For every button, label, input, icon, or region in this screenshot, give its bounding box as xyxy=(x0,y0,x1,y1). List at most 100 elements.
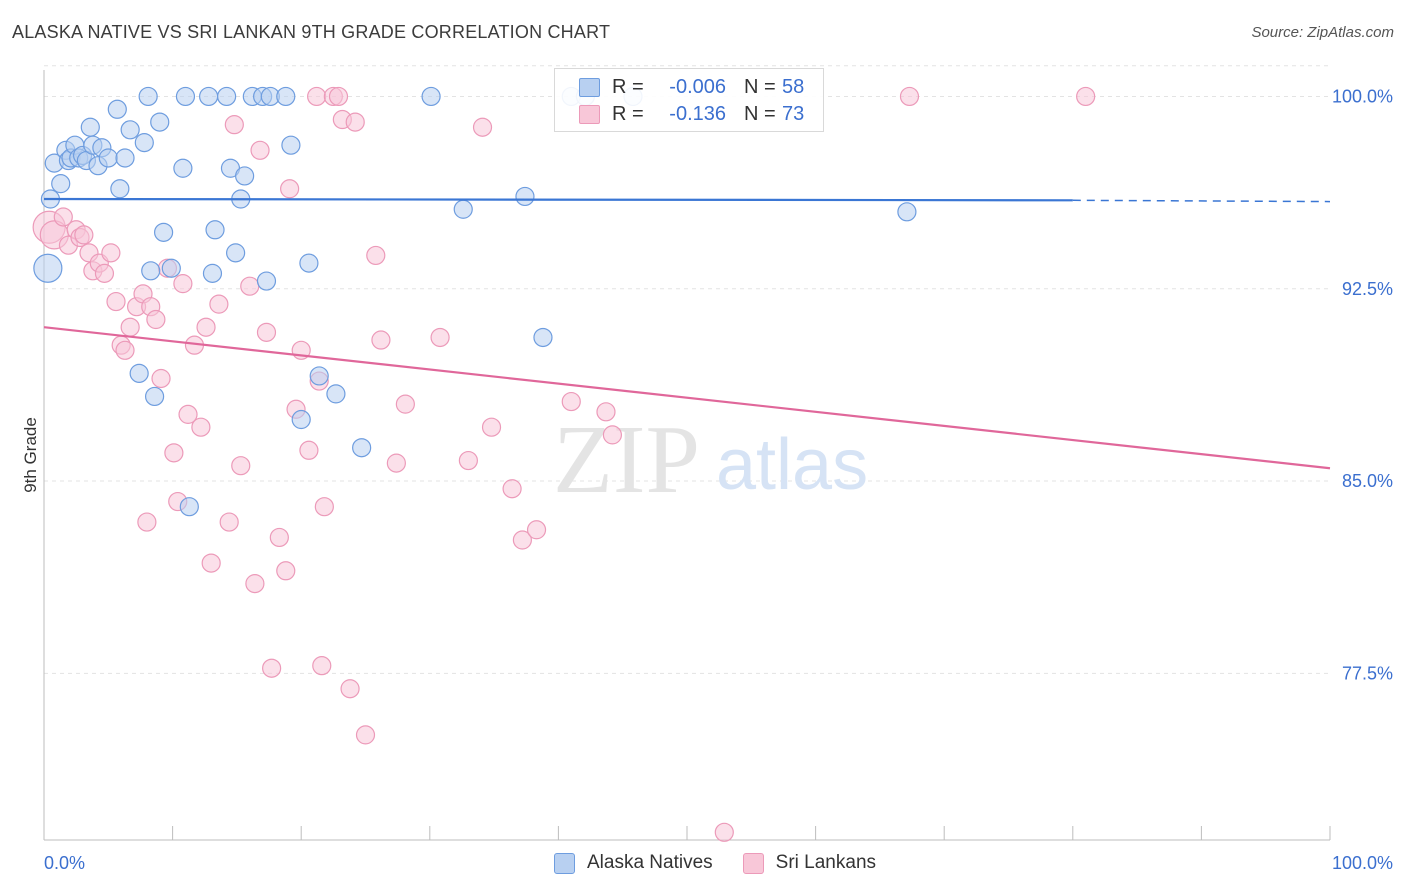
legend-r-label: R = xyxy=(612,75,644,98)
data-point-sri-lankans xyxy=(94,263,115,283)
data-point-sri-lankans xyxy=(328,86,349,107)
watermark: ZIP atlas xyxy=(553,406,868,514)
data-point-alaska-natives xyxy=(352,438,372,458)
data-point-alaska-natives xyxy=(161,258,181,278)
data-point-alaska-natives xyxy=(309,366,329,386)
data-point-alaska-natives xyxy=(175,86,196,107)
data-point-alaska-natives xyxy=(115,148,135,168)
data-point-sri-lankans xyxy=(366,245,386,266)
trend-line-alaska-natives xyxy=(43,197,1073,202)
data-point-sri-lankans xyxy=(196,317,216,337)
grid xyxy=(44,65,1330,674)
data-point-alaska-natives xyxy=(205,220,225,240)
data-point-sri-lankans xyxy=(714,822,734,842)
x-tick-label: 100.0% xyxy=(1332,853,1393,873)
data-point-sri-lankans xyxy=(307,86,327,107)
legend-r-value: -0.006 xyxy=(669,75,726,98)
y-tick-label: 100.0% xyxy=(1332,86,1393,106)
data-point-sri-lankans xyxy=(164,443,184,463)
legend-item-sri-lankans[interactable]: Sri Lankans xyxy=(742,852,876,874)
data-point-sri-lankans xyxy=(245,574,265,594)
legend-n-value: 58 xyxy=(782,75,805,98)
y-tick-label: 85.0% xyxy=(1342,471,1393,491)
data-point-sri-lankans xyxy=(602,425,623,445)
tick-labels: 100.0% 92.5% 85.0% 77.5% 0.0% 100.0% xyxy=(44,86,1393,873)
legend-n-value: 73 xyxy=(782,102,805,125)
data-point-sri-lankans xyxy=(224,115,244,135)
data-point-alaska-natives xyxy=(291,409,311,430)
legend-n-label: N = xyxy=(744,102,776,125)
data-point-sri-lankans xyxy=(137,512,157,532)
data-point-sri-lankans xyxy=(269,527,289,548)
legend-swatch-blue xyxy=(579,77,600,97)
data-point-sri-lankans xyxy=(430,327,450,348)
data-point-sri-lankans xyxy=(314,497,334,517)
data-point-sri-lankans xyxy=(596,402,616,422)
y-tick-label: 77.5% xyxy=(1342,663,1393,683)
data-point-alaska-natives xyxy=(134,133,154,153)
data-point-sri-lankans xyxy=(115,340,135,360)
data-point-alaska-natives xyxy=(276,86,296,107)
data-point-alaska-natives xyxy=(80,117,100,137)
data-point-sri-lankans xyxy=(191,417,211,437)
legend-item-alaska-natives[interactable]: Alaska Natives xyxy=(554,852,713,874)
data-point-alaska-natives xyxy=(533,327,553,348)
stats-legend: R = -0.006 N = 58 R = -0.136 N = 73 xyxy=(554,68,824,132)
data-point-alaska-natives xyxy=(299,253,319,273)
data-point-sri-lankans xyxy=(1076,86,1096,107)
data-point-alaska-natives xyxy=(98,148,118,168)
data-point-sri-lankans xyxy=(481,417,502,437)
series-legend: Alaska Natives Sri Lankans xyxy=(554,852,906,874)
y-tick-label: 92.5% xyxy=(1342,279,1393,299)
data-point-sri-lankans xyxy=(395,394,415,414)
trend-line-extension xyxy=(1072,199,1331,203)
watermark-atlas: atlas xyxy=(716,425,868,505)
trend-lines xyxy=(43,197,1331,470)
data-point-alaska-natives xyxy=(199,86,219,107)
data-point-sri-lankans xyxy=(355,725,376,745)
legend-swatch-pink xyxy=(579,104,600,124)
data-point-sri-lankans xyxy=(178,404,198,424)
data-point-sri-lankans xyxy=(526,520,547,540)
data-point-alaska-natives xyxy=(150,112,170,132)
data-point-alaska-natives xyxy=(173,158,193,178)
data-point-alaska-natives xyxy=(326,384,346,404)
data-point-sri-lankans xyxy=(106,291,126,312)
data-point-alaska-natives xyxy=(110,179,130,199)
data-point-sri-lankans xyxy=(173,274,193,294)
legend-r-label: R = xyxy=(612,102,644,125)
data-point-alaska-natives xyxy=(897,202,917,222)
data-point-sri-lankans xyxy=(256,322,277,342)
data-point-alaska-natives xyxy=(202,263,223,283)
legend-r-value: -0.136 xyxy=(669,102,726,125)
data-point-alaska-natives xyxy=(515,186,535,207)
data-point-alaska-natives xyxy=(153,222,174,242)
legend-swatch-pink xyxy=(742,852,764,874)
data-point-alaska-natives xyxy=(235,166,255,186)
data-point-sri-lankans xyxy=(101,243,121,263)
data-point-sri-lankans xyxy=(502,479,522,499)
data-point-sri-lankans xyxy=(512,530,532,550)
data-point-sri-lankans xyxy=(458,450,478,471)
data-point-sri-lankans xyxy=(240,276,260,296)
data-point-sri-lankans xyxy=(219,512,239,532)
data-point-alaska-natives xyxy=(141,261,161,281)
legend-row-sri-lankans: R = -0.136 N = 73 xyxy=(579,101,804,127)
legend-label: Alaska Natives xyxy=(587,852,713,873)
data-point-sri-lankans xyxy=(371,330,391,350)
data-point-alaska-natives xyxy=(256,271,277,291)
data-point-sri-lankans xyxy=(250,140,270,160)
data-point-sri-lankans xyxy=(151,368,171,389)
data-point-sri-lankans xyxy=(53,207,73,227)
data-point-alaska-natives xyxy=(129,363,149,383)
legend-n-label: N = xyxy=(744,75,776,98)
legend-row-alaska-natives: R = -0.006 N = 58 xyxy=(579,74,804,100)
data-point-alaska-natives xyxy=(226,243,246,263)
data-point-sri-lankans xyxy=(74,225,94,245)
data-point-sri-lankans xyxy=(276,561,296,581)
data-point-sri-lankans xyxy=(312,656,332,676)
data-point-alaska-natives xyxy=(217,86,237,107)
data-point-sri-lankans xyxy=(899,86,920,107)
data-point-sri-lankans xyxy=(472,117,493,137)
